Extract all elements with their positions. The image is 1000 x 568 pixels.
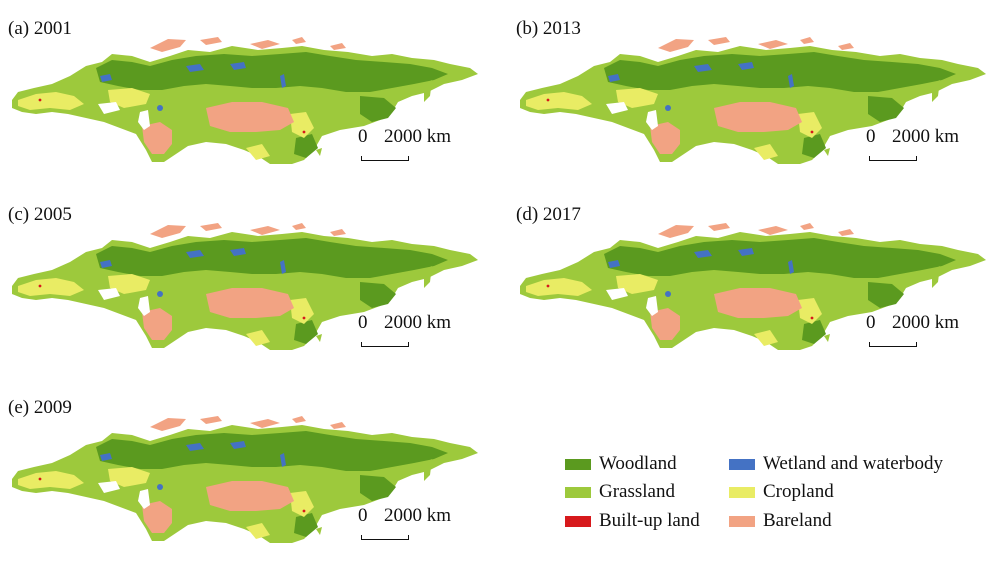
map-panel-b: (b) 2013 0 2000 km — [508, 4, 998, 189]
legend: Woodland Grassland Built-up land Wetland… — [565, 452, 985, 542]
map-panel-a: (a) 2001 0 2000 km — [0, 4, 490, 189]
legend-item-grassland: Grassland — [565, 480, 675, 504]
panel-label: (c) 2005 — [8, 204, 72, 225]
scale-zero: 0 — [358, 126, 368, 147]
legend-item-wetland: Wetland and waterbody — [729, 452, 943, 476]
scale-bar: 0 2000 km — [356, 312, 466, 352]
scale-bar: 0 2000 km — [356, 126, 466, 166]
scale-zero: 0 — [358, 505, 368, 526]
panel-label: (d) 2017 — [516, 204, 581, 225]
scale-distance: 2000 km — [384, 126, 452, 147]
scale-bar: 0 2000 km — [864, 312, 974, 352]
map-panel-c: (c) 2005 0 2000 km — [0, 190, 490, 375]
panel-label: (b) 2013 — [516, 18, 581, 39]
scale-zero: 0 — [866, 312, 876, 333]
panel-label: (a) 2001 — [8, 18, 72, 39]
scale-distance: 2000 km — [384, 312, 452, 333]
scale-line — [869, 342, 917, 347]
legend-item-bareland: Bareland — [729, 509, 832, 533]
scale-line — [361, 156, 409, 161]
scale-bar: 0 2000 km — [864, 126, 974, 166]
legend-label: Bareland — [763, 510, 832, 531]
scale-distance: 2000 km — [892, 126, 960, 147]
scale-zero: 0 — [358, 312, 368, 333]
scale-line — [869, 156, 917, 161]
legend-swatch — [565, 458, 591, 470]
legend-label: Grassland — [599, 481, 675, 502]
legend-swatch — [729, 458, 755, 470]
map-panel-e: (e) 2009 0 2000 km — [0, 383, 490, 568]
legend-label: Wetland and waterbody — [763, 453, 943, 474]
scale-distance: 2000 km — [384, 505, 452, 526]
panel-label: (e) 2009 — [8, 397, 72, 418]
legend-label: Built-up land — [599, 510, 700, 531]
legend-swatch — [729, 515, 755, 527]
legend-swatch — [565, 486, 591, 498]
scale-zero: 0 — [866, 126, 876, 147]
scale-distance: 2000 km — [892, 312, 960, 333]
scale-line — [361, 535, 409, 540]
scale-bar: 0 2000 km — [356, 505, 466, 545]
legend-swatch — [729, 486, 755, 498]
legend-label: Woodland — [599, 453, 677, 474]
legend-label: Cropland — [763, 481, 834, 502]
legend-item-builtup: Built-up land — [565, 509, 700, 533]
legend-swatch — [565, 515, 591, 527]
map-panel-d: (d) 2017 0 2000 km — [508, 190, 998, 375]
legend-item-woodland: Woodland — [565, 452, 677, 476]
legend-item-cropland: Cropland — [729, 480, 834, 504]
scale-line — [361, 342, 409, 347]
